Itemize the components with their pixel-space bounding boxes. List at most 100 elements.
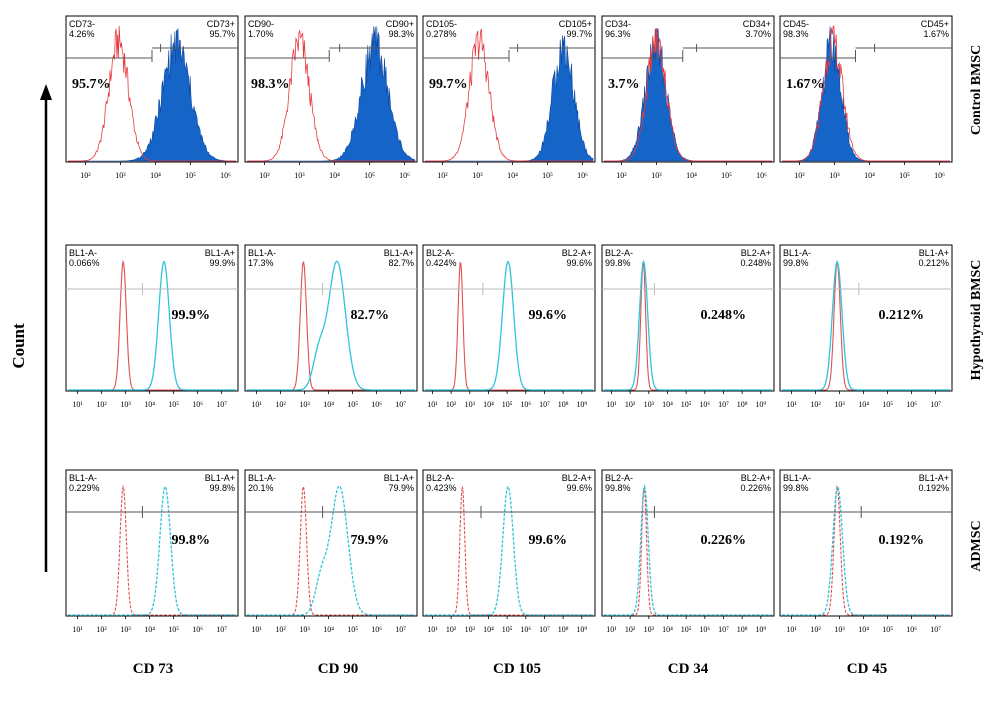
x-tick-label: 10⁸ <box>558 400 569 409</box>
column-label: CD 73 <box>133 661 173 677</box>
gate-negative-value: 99.8% <box>783 258 809 268</box>
gate-positive-label: BL1-A+ <box>919 473 949 483</box>
x-tick-label: 10⁵ <box>882 400 893 409</box>
gate-positive-label: BL1-A+ <box>919 248 949 258</box>
gate-negative-value: 99.8% <box>605 483 631 493</box>
x-tick-label: 10² <box>625 625 636 634</box>
gate-positive-label: CD90+ <box>386 19 414 29</box>
gate-marker <box>66 506 238 518</box>
isotype-histogram <box>425 28 593 162</box>
x-tick-label: 10⁴ <box>150 171 161 180</box>
x-tick-label: 10⁵ <box>168 400 179 409</box>
x-tick-label: 10⁹ <box>576 400 587 409</box>
gate-marker <box>602 283 774 295</box>
gate-negative-label: BL1-A- <box>783 473 811 483</box>
gate-negative-label: BL1-A- <box>783 248 811 258</box>
marker-histogram <box>425 35 594 162</box>
gate-positive-label: CD105+ <box>559 19 592 29</box>
histogram-panel-r0-c0: CD73-4.26%CD73+95.7%95.7%10² 10³ 10⁴ 10⁵ 10⁶ <box>65 15 239 180</box>
marker-histogram <box>247 260 415 391</box>
x-tick-labels: 10¹ 10² 10³ 10⁴ 10⁵ 10⁶ 10⁷ 10⁸ 10⁹ <box>427 391 587 409</box>
x-tick-label: 10⁶ <box>399 171 410 180</box>
x-tick-label: 10⁷ <box>930 625 941 634</box>
marker-histogram <box>247 485 415 616</box>
x-tick-label: 10³ <box>834 625 845 634</box>
gate-positive-label: BL1-A+ <box>384 473 414 483</box>
gate-positive-value: 0.212% <box>918 258 949 268</box>
x-tick-label: 10¹ <box>786 625 797 634</box>
panel-frame <box>244 469 418 617</box>
x-tick-label: 10³ <box>465 400 476 409</box>
histogram-panel-r2-c0: BL1-A-0.229%BL1-A+99.8%99.8%10¹ 10² 10³ 10⁴… <box>65 469 239 634</box>
marker-histogram <box>425 485 593 616</box>
x-tick-label: 10⁴ <box>483 400 494 409</box>
gate-marker <box>423 283 595 295</box>
histogram-panel-r1-c0: BL1-A-0.066%BL1-A+99.9%99.9%10¹ 10² 10³ 10⁴… <box>65 244 239 409</box>
row-label: ADMSC <box>969 520 984 571</box>
gate-marker <box>66 44 238 62</box>
gate-positive-value: 99.6% <box>566 483 592 493</box>
count-axis-label: Count <box>9 323 28 369</box>
x-tick-label: 10⁷ <box>930 400 941 409</box>
column-label: CD 34 <box>668 661 709 677</box>
x-tick-label: 10³ <box>299 400 310 409</box>
marker-histogram <box>68 260 236 391</box>
gate-positive-label: BL2-A+ <box>741 473 771 483</box>
x-tick-label: 10⁶ <box>192 400 203 409</box>
gate-negative-value: 0.229% <box>69 483 100 493</box>
histogram-panel-r1-c2: BL2-A-0.424%BL2-A+99.6%99.6%10¹ 10² 10³ 10⁴… <box>422 244 596 409</box>
gate-negative-value: 20.1% <box>248 483 274 493</box>
x-tick-label: 10⁵ <box>185 171 196 180</box>
gate-marker <box>245 44 417 62</box>
x-tick-label: 10⁴ <box>662 625 673 634</box>
gate-negative-value: 99.8% <box>783 483 809 493</box>
x-tick-label: 10⁷ <box>216 625 227 634</box>
gate-positive-label: CD45+ <box>921 19 949 29</box>
positive-percent-label: 99.6% <box>529 308 568 323</box>
x-tick-label: 10⁷ <box>395 400 406 409</box>
x-tick-label: 10² <box>437 171 448 180</box>
x-tick-label: 10² <box>259 171 270 180</box>
x-tick-label: 10¹ <box>427 625 438 634</box>
histogram-panel-r0-c3: CD34-96.3% CD34+3.70% 3.7% 10² 10³ 10⁴ 10⁵ 10⁶ <box>601 15 775 180</box>
gate-positive-label: BL1-A+ <box>384 248 414 258</box>
panel-frame <box>779 15 953 163</box>
x-tick-label: 10⁷ <box>395 625 406 634</box>
gate-positive-value: 0.192% <box>918 483 949 493</box>
histogram-panel-r1-c3: BL2-A-99.8%BL2-A+0.248%0.248%10¹ 10² 10³ 10… <box>601 244 775 409</box>
histogram-panel-r0-c2: CD105-0.278%CD105+99.7%99.7%10² 10³ 10⁴ 10⁵… <box>422 15 596 180</box>
x-tick-label: 10¹ <box>427 400 438 409</box>
marker-histogram <box>425 260 593 391</box>
gate-marker <box>245 283 417 295</box>
x-tick-labels: 10¹ 10² 10³ 10⁴ 10⁵ 10⁶ 10⁷ <box>786 616 941 634</box>
gate-positive-label: BL2-A+ <box>741 248 771 258</box>
x-tick-label: 10³ <box>644 400 655 409</box>
gate-negative-value: 99.8% <box>605 258 631 268</box>
gate-negative-value: 0.066% <box>69 258 100 268</box>
marker-histogram <box>68 485 236 616</box>
gate-positive-label: BL2-A+ <box>562 473 592 483</box>
gate-negative-value: 0.278% <box>426 29 457 39</box>
panel-frame <box>65 244 239 392</box>
x-tick-label: 10⁴ <box>483 625 494 634</box>
x-tick-label: 10⁵ <box>899 171 910 180</box>
gate-negative-value: 96.3% <box>605 29 631 39</box>
x-tick-label: 10⁴ <box>662 400 673 409</box>
x-tick-labels: 10² 10³ 10⁴ 10⁵ 10⁶ <box>794 162 945 180</box>
x-tick-label: 10⁵ <box>681 400 692 409</box>
x-tick-label: 10⁴ <box>858 400 869 409</box>
x-tick-label: 10² <box>96 400 107 409</box>
column-label: CD 105 <box>493 661 541 677</box>
gate-positive-label: BL1-A+ <box>205 473 235 483</box>
x-tick-label: 10⁶ <box>906 625 917 634</box>
gate-negative-label: BL2-A- <box>605 473 633 483</box>
x-tick-label: 10⁴ <box>329 171 340 180</box>
gate-positive-label: CD73+ <box>207 19 235 29</box>
gate-marker <box>602 506 774 518</box>
gate-negative-label: CD45- <box>783 19 809 29</box>
x-tick-label: 10⁷ <box>216 400 227 409</box>
x-tick-label: 10⁵ <box>502 625 513 634</box>
gate-positive-value: 99.8% <box>209 483 235 493</box>
x-tick-label: 10² <box>96 625 107 634</box>
isotype-histogram <box>782 25 950 162</box>
